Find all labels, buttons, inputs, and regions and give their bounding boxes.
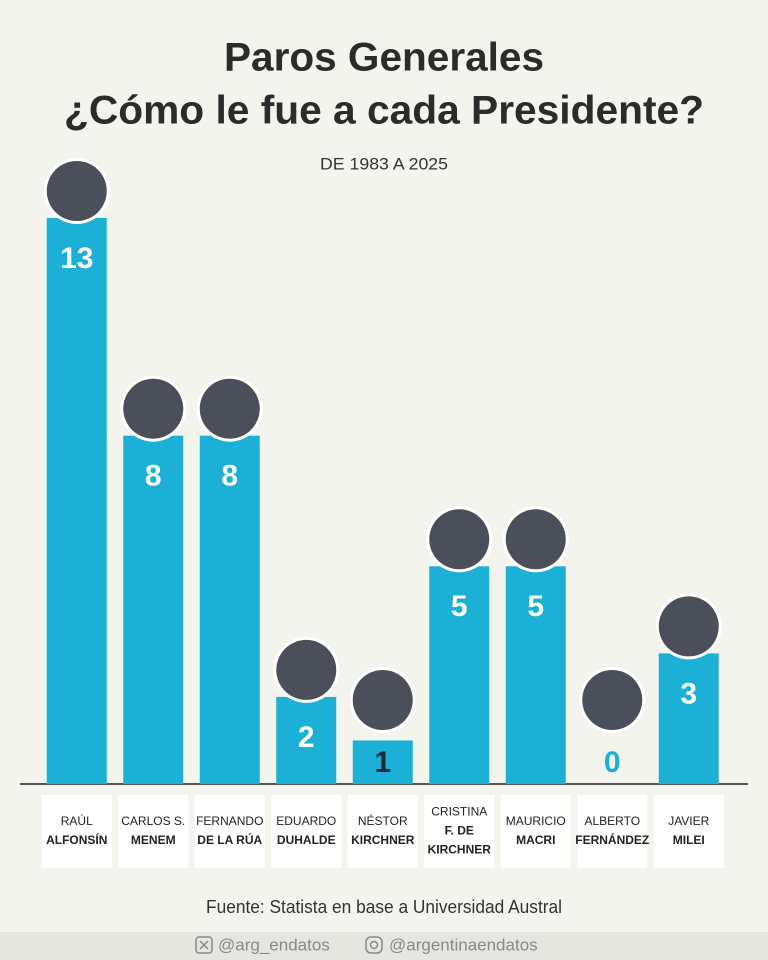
president-photo [46,161,107,221]
value-label: 0 [604,746,621,779]
chart-subtitle: DE 1983 A 2025 [320,154,448,173]
x-icon [195,936,213,954]
x-tick-label: FERNÁNDEZ [575,832,649,847]
label-box [500,795,571,868]
label-box [577,795,648,868]
label-box [347,795,418,868]
x-tick-label: DUHALDE [277,833,336,847]
social-handle: @argentinaendatos [389,935,538,954]
president-photo [505,509,566,570]
label-box [653,795,724,868]
x-tick-label: F. DE [445,824,474,838]
x-tick-label: FERNANDO [196,814,263,828]
instagram-icon [369,940,379,950]
chart-title: Paros Generales [224,36,544,80]
x-tick-label: KIRCHNER [428,843,492,857]
label-box [424,795,495,868]
bar [429,566,490,784]
president-photo [582,670,643,730]
label-box [41,795,112,868]
president-photo [658,596,719,657]
value-label: 5 [451,590,468,623]
instagram-icon [365,936,383,954]
label-box [194,795,265,868]
label-box [118,795,189,868]
value-label: 3 [680,677,697,710]
source: Fuente: Statista en base a Universidad A… [206,897,562,917]
label-box [271,795,342,868]
bar [505,566,566,784]
x-tick-label: ALBERTO [584,814,640,828]
value-label: 8 [145,460,162,493]
x-tick-label: CARLOS S. [121,814,185,828]
x-icon [199,940,209,950]
bar [123,435,184,784]
president-photo [429,509,490,570]
x-tick-label: NÉSTOR [358,813,408,828]
bar [658,653,719,784]
value-label: 2 [298,721,315,754]
x-tick-label: MENEM [131,833,176,847]
value-label: 13 [60,242,93,275]
value-label: 8 [221,460,238,493]
value-label: 5 [527,590,544,623]
bar [352,740,413,784]
president-photo [199,378,260,439]
x-tick-label: MILEI [673,833,705,847]
x-tick-label: CRISTINA [431,805,487,819]
x-tick-label: MAURICIO [506,814,566,828]
president-photo [123,378,184,439]
social-handle: @arg_endatos [218,935,330,954]
x-tick-label: DE LA RÚA [197,832,262,847]
bar [46,218,107,784]
bar [199,435,260,784]
footer-bar [0,932,768,960]
x-tick-label: KIRCHNER [351,833,415,847]
x-tick-label: JAVIER [668,814,709,828]
value-label: 1 [374,746,391,779]
bar [276,696,337,784]
x-tick-label: MACRI [516,833,555,847]
chart-title: ¿Cómo le fue a cada Presidente? [64,89,704,133]
president-photo [352,670,413,730]
x-tick-label: EDUARDO [276,814,336,828]
x-tick-label: RAÚL [61,813,93,828]
x-tick-label: ALFONSÍN [46,832,107,847]
president-photo [276,639,337,700]
